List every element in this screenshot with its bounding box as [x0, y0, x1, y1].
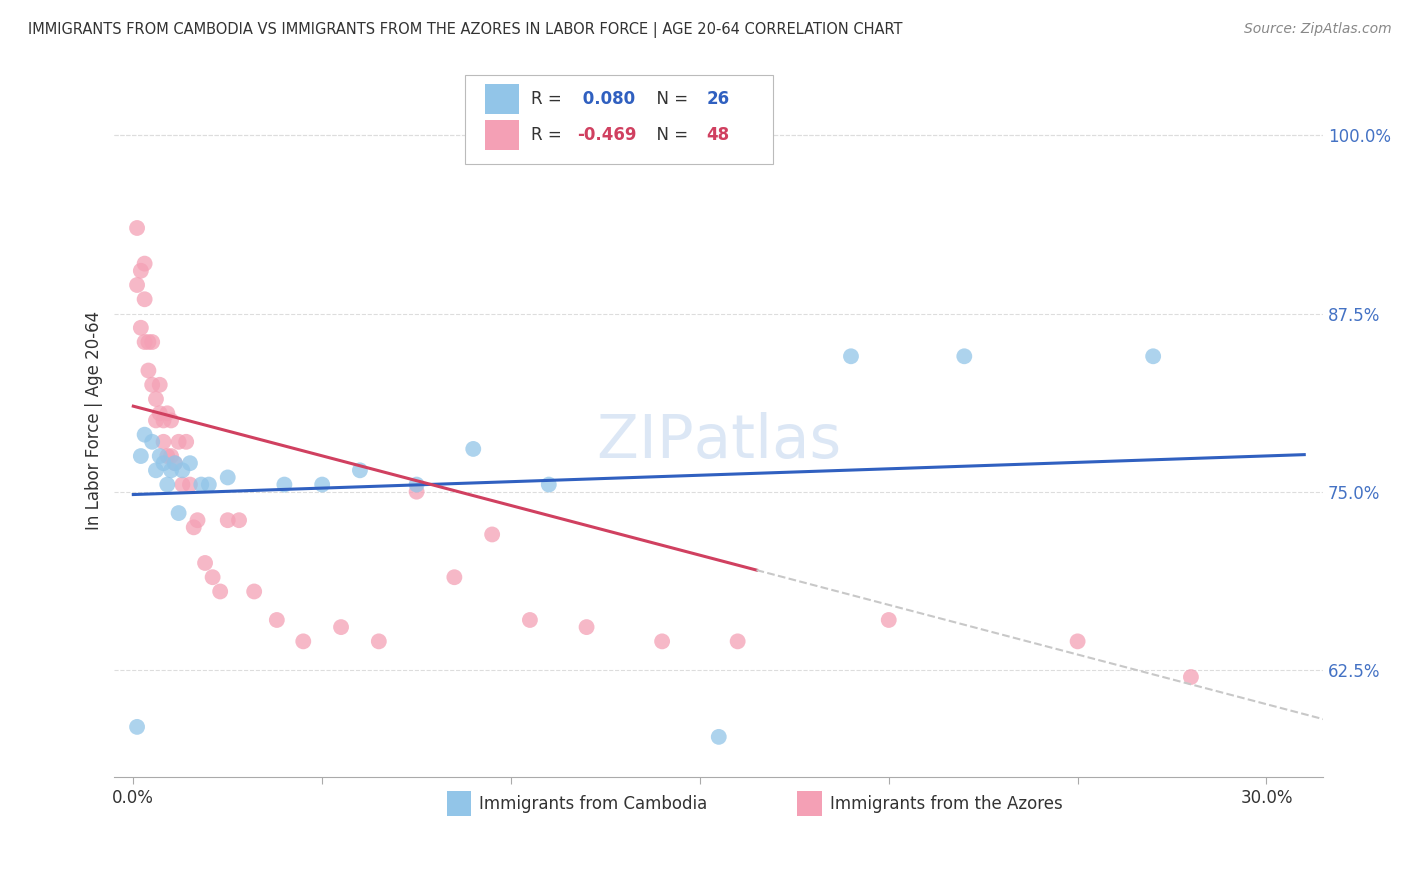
- Text: Source: ZipAtlas.com: Source: ZipAtlas.com: [1244, 22, 1392, 37]
- Point: [266, 613, 288, 627]
- Point: [138, 334, 160, 349]
- Point: [311, 477, 333, 491]
- Text: ZIP​atlas: ZIP​atlas: [596, 412, 841, 471]
- Point: [160, 449, 183, 463]
- Text: 26: 26: [707, 90, 730, 108]
- Point: [167, 506, 190, 520]
- Text: 0.080: 0.080: [578, 90, 636, 108]
- Point: [156, 477, 179, 491]
- Point: [141, 434, 163, 449]
- Point: [463, 442, 485, 456]
- Point: [651, 634, 673, 648]
- Point: [243, 584, 266, 599]
- Text: -0.469: -0.469: [578, 126, 637, 144]
- Point: [156, 449, 179, 463]
- Point: [217, 470, 239, 484]
- Point: [179, 456, 201, 470]
- Point: [129, 264, 152, 278]
- Point: [174, 434, 197, 449]
- Point: [163, 456, 186, 470]
- Point: [129, 449, 152, 463]
- Text: Immigrants from Cambodia: Immigrants from Cambodia: [479, 795, 707, 813]
- Point: [160, 463, 183, 477]
- Text: N =: N =: [647, 126, 693, 144]
- Point: [330, 620, 353, 634]
- Point: [156, 406, 179, 420]
- Point: [152, 413, 174, 427]
- Point: [273, 477, 295, 491]
- Point: [163, 456, 186, 470]
- Y-axis label: In Labor Force | Age 20-64: In Labor Force | Age 20-64: [86, 310, 103, 530]
- Point: [138, 363, 160, 377]
- Point: [292, 634, 315, 648]
- Point: [183, 520, 205, 534]
- Point: [172, 477, 194, 491]
- Point: [194, 556, 217, 570]
- Point: [186, 513, 208, 527]
- Point: [1142, 349, 1164, 363]
- Point: [839, 349, 862, 363]
- FancyBboxPatch shape: [447, 791, 471, 816]
- Point: [349, 463, 371, 477]
- Point: [125, 221, 148, 235]
- Point: [481, 527, 503, 541]
- Point: [141, 377, 163, 392]
- Point: [167, 434, 190, 449]
- Point: [125, 278, 148, 293]
- Point: [707, 730, 730, 744]
- Point: [172, 463, 194, 477]
- FancyBboxPatch shape: [797, 791, 821, 816]
- Point: [537, 477, 560, 491]
- Text: IMMIGRANTS FROM CAMBODIA VS IMMIGRANTS FROM THE AZORES IN LABOR FORCE | AGE 20-6: IMMIGRANTS FROM CAMBODIA VS IMMIGRANTS F…: [28, 22, 903, 38]
- Point: [149, 406, 172, 420]
- Point: [217, 513, 239, 527]
- Point: [405, 477, 427, 491]
- Point: [201, 570, 224, 584]
- Point: [145, 413, 167, 427]
- Point: [125, 720, 148, 734]
- Text: R =: R =: [531, 126, 568, 144]
- Point: [149, 377, 172, 392]
- Point: [152, 456, 174, 470]
- Point: [145, 463, 167, 477]
- Point: [134, 292, 156, 306]
- Text: Immigrants from the Azores: Immigrants from the Azores: [830, 795, 1063, 813]
- Point: [149, 449, 172, 463]
- Point: [145, 392, 167, 406]
- Point: [405, 484, 427, 499]
- Point: [877, 613, 900, 627]
- Point: [134, 334, 156, 349]
- Point: [575, 620, 598, 634]
- Point: [519, 613, 541, 627]
- Point: [727, 634, 749, 648]
- Point: [209, 584, 232, 599]
- Point: [953, 349, 976, 363]
- Point: [198, 477, 221, 491]
- Point: [134, 427, 156, 442]
- Point: [228, 513, 250, 527]
- FancyBboxPatch shape: [465, 75, 773, 164]
- Text: N =: N =: [647, 90, 693, 108]
- FancyBboxPatch shape: [485, 120, 519, 150]
- Text: R =: R =: [531, 90, 568, 108]
- Point: [1180, 670, 1202, 684]
- Point: [129, 320, 152, 334]
- Point: [134, 257, 156, 271]
- Text: 48: 48: [707, 126, 730, 144]
- Point: [190, 477, 212, 491]
- Point: [367, 634, 389, 648]
- Point: [141, 334, 163, 349]
- Point: [443, 570, 465, 584]
- Point: [179, 477, 201, 491]
- Point: [152, 434, 174, 449]
- Point: [160, 413, 183, 427]
- Point: [1066, 634, 1088, 648]
- FancyBboxPatch shape: [485, 84, 519, 114]
